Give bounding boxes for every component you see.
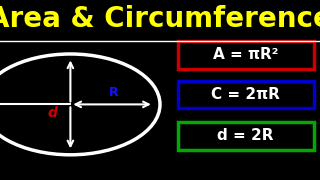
Text: d: d bbox=[48, 106, 58, 120]
Text: Area & Circumference: Area & Circumference bbox=[0, 5, 320, 33]
Text: d = 2R: d = 2R bbox=[217, 128, 274, 143]
Text: R: R bbox=[108, 86, 118, 99]
Bar bbox=[178, 41, 314, 69]
Text: A = πR²: A = πR² bbox=[213, 47, 278, 62]
Bar bbox=[178, 122, 314, 150]
Bar bbox=[178, 81, 314, 108]
Text: C = 2πR: C = 2πR bbox=[211, 87, 280, 102]
